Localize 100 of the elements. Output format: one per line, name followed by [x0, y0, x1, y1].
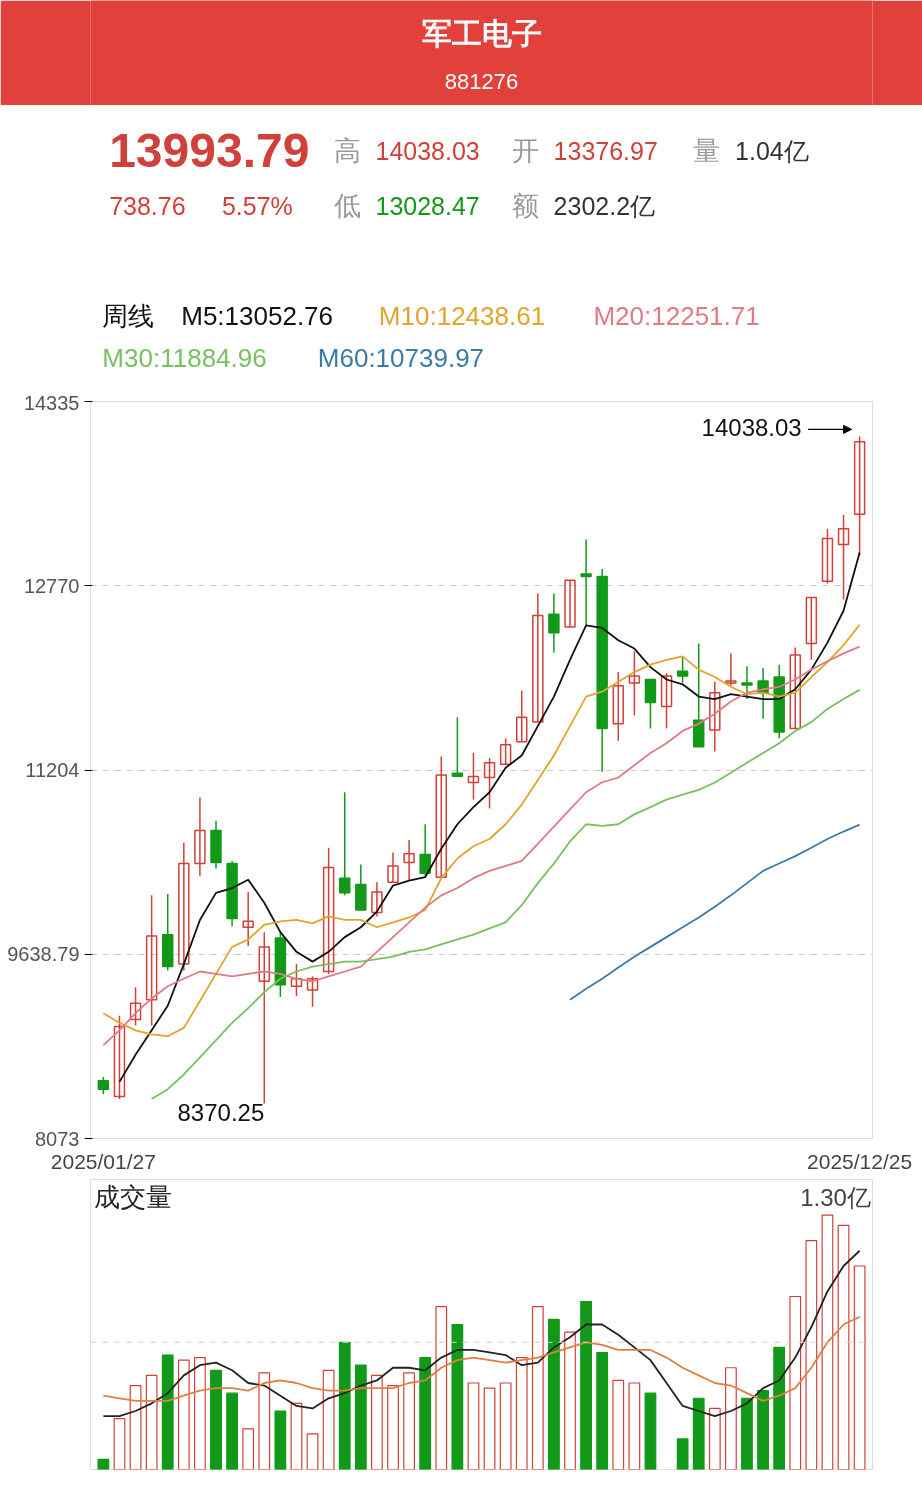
bar: [596, 1351, 609, 1470]
chart-title: 成交量: [93, 1182, 172, 1213]
candlestick: [129, 986, 142, 1027]
bar: [644, 1392, 657, 1470]
text: 1.04亿: [735, 136, 809, 165]
candlestick: [242, 891, 254, 947]
bar: [773, 1346, 786, 1470]
text: M10:12438.61: [378, 300, 546, 331]
candlestick: [371, 881, 383, 918]
candlestick: [483, 757, 496, 810]
candlestick: [290, 963, 303, 997]
bar: [338, 1341, 351, 1470]
bar: [258, 1372, 271, 1470]
candlestick: [741, 665, 753, 700]
text: 13028.47: [375, 191, 480, 220]
text: 量: [692, 135, 720, 166]
candlestick: [467, 752, 480, 801]
chart-title: 军工电子: [421, 17, 542, 50]
bar: [145, 1374, 158, 1470]
candlestick: [435, 755, 448, 878]
candlestick: [532, 592, 544, 723]
candlestick: [113, 1014, 126, 1100]
candlestick: [821, 527, 834, 585]
bar: [97, 1458, 110, 1470]
candlestick: [403, 839, 415, 882]
candlestick: [338, 791, 351, 897]
bar: [435, 1306, 448, 1470]
bar: [789, 1295, 802, 1470]
text: 1.30亿: [800, 1183, 871, 1211]
x-tick-label: 2025/01/27: [50, 1149, 156, 1173]
bar: [837, 1224, 850, 1470]
bar: [194, 1356, 206, 1470]
candlestick: [451, 716, 464, 778]
text: 13993.79: [109, 124, 310, 177]
bar: [612, 1379, 625, 1470]
candlestick: [387, 851, 399, 883]
text: M60:10739.97: [317, 342, 485, 373]
bar: [290, 1402, 303, 1470]
text: M20:12251.71: [593, 300, 760, 331]
bar: [708, 1407, 721, 1470]
bar: [580, 1301, 592, 1470]
y-tick-label: 9638.79: [7, 943, 80, 966]
bar: [467, 1382, 480, 1470]
text: 开: [512, 135, 540, 166]
y-tick-label: 12770: [23, 574, 80, 597]
bar: [531, 1306, 544, 1470]
text: 额: [512, 190, 540, 221]
candlestick: [805, 596, 818, 661]
text: M30:11884.96: [102, 342, 267, 373]
candlestick: [725, 652, 737, 687]
bar: [161, 1354, 174, 1470]
bar: [483, 1387, 496, 1470]
candlestick: [322, 847, 335, 975]
bar: [177, 1359, 190, 1470]
bar: [419, 1356, 432, 1470]
candlestick: [548, 592, 560, 654]
text: M5:13052.76: [181, 300, 334, 331]
y-tick-label: 14335: [23, 391, 80, 414]
text: 5.57%: [221, 191, 293, 220]
bar: [113, 1418, 126, 1470]
candlestick: [580, 538, 592, 628]
legend-title: 周线: [102, 300, 155, 331]
bar: [499, 1382, 512, 1470]
bar: [676, 1438, 689, 1470]
y-tick-label: 8073: [35, 1127, 80, 1150]
bar: [724, 1367, 737, 1470]
candlestick: [306, 975, 319, 1008]
text: 低: [333, 190, 361, 221]
bar: [371, 1374, 383, 1470]
candlestick: [178, 842, 190, 972]
bar: [564, 1331, 576, 1470]
candlestick: [194, 796, 206, 877]
bar: [403, 1372, 415, 1470]
candlestick: [612, 671, 625, 742]
candlestick: [676, 656, 689, 684]
bar: [805, 1239, 818, 1470]
x-tick-label: 2025/12/25: [807, 1149, 913, 1173]
bar: [306, 1433, 319, 1470]
bar: [274, 1410, 287, 1470]
candlestick: [258, 931, 271, 1105]
y-tick-label: 11204: [25, 759, 80, 781]
candlestick: [789, 646, 801, 730]
bar: [387, 1384, 399, 1470]
annotation: 8370.25: [177, 1098, 265, 1126]
candlestick: [628, 650, 641, 717]
bar: [692, 1397, 705, 1470]
candlestick: [564, 579, 576, 628]
line-series: [150, 688, 861, 1100]
candlestick: [145, 894, 158, 1027]
candlestick: [709, 681, 721, 753]
bar: [451, 1323, 464, 1470]
candlestick: [837, 514, 850, 601]
bar: [548, 1318, 560, 1470]
line-series: [569, 823, 861, 1001]
bar: [129, 1384, 142, 1470]
chart-subtitle: 881276: [444, 69, 519, 94]
bar: [226, 1392, 239, 1470]
bar: [242, 1428, 255, 1470]
text: 高: [333, 135, 361, 166]
candlestick: [644, 678, 657, 730]
